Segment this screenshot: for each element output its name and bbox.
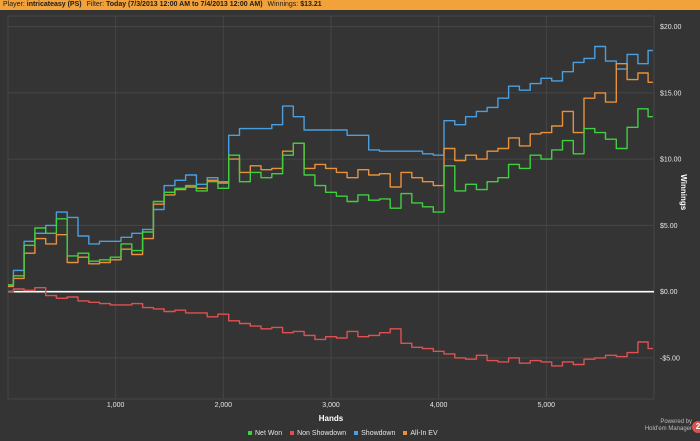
- player-value: intricateasy (PS): [26, 1, 82, 8]
- legend-item-showdown: Showdown: [354, 430, 395, 437]
- legend-label: Net Won: [255, 430, 283, 437]
- winnings-chart: 1,000 2,000 3,000 4,000 5,000 $20.00 $15.00 $1…: [7, 15, 688, 423]
- x-tick-label: 3,000: [322, 402, 340, 409]
- legend-item-all-in-ev: All-In EV: [403, 430, 438, 437]
- filter-label: Filter:: [86, 1, 105, 8]
- x-axis-title: Hands: [319, 414, 344, 423]
- winnings-value: $13.21: [300, 1, 322, 8]
- y-tick-label: $20.00: [660, 24, 682, 31]
- y-tick-label: $15.00: [660, 90, 682, 97]
- series-line-showdown: [8, 45, 653, 286]
- filter-value: Today (7/3/2013 12:00 AM to 7/4/2013 12:…: [106, 1, 263, 8]
- y-axis-ticks: $20.00 $15.00 $10.00 $5.00 $0.00 -$5.00: [660, 24, 682, 362]
- player-label: Player:: [3, 1, 25, 8]
- x-tick-label: 1,000: [107, 402, 125, 409]
- x-axis-ticks: 1,000 2,000 3,000 4,000 5,000: [107, 402, 555, 409]
- branding: Powered by Hold'em Manager 2: [644, 419, 700, 433]
- series-line-all-in-ev: [8, 63, 653, 288]
- product-name: Hold'em Manager: [644, 426, 692, 432]
- legend-label: All-In EV: [410, 430, 438, 437]
- series-line-non-showdown: [8, 287, 653, 367]
- winnings-label: Winnings:: [267, 1, 299, 8]
- legend-item-net-won: Net Won: [248, 430, 282, 437]
- holdem-manager-logo-icon: 2: [692, 421, 700, 433]
- y-tick-label: $5.00: [660, 223, 678, 230]
- legend-swatch: [403, 431, 408, 436]
- legend: Net Won Non Showdown Showdown All-In EV: [248, 430, 446, 437]
- series-line-net-won: [8, 108, 653, 286]
- x-tick-label: 2,000: [215, 402, 233, 409]
- y-tick-label: -$5.00: [660, 355, 680, 362]
- y-tick-label: $0.00: [660, 289, 678, 296]
- legend-swatch: [354, 431, 359, 436]
- y-tick-label: $10.00: [660, 157, 682, 164]
- legend-label: Showdown: [361, 430, 396, 437]
- y-axis-title: Winnings: [679, 174, 688, 210]
- legend-swatch: [290, 431, 295, 436]
- x-tick-label: 5,000: [538, 402, 556, 409]
- chart-grid: [7, 15, 655, 400]
- header-bar: Player: intricateasy (PS) Filter: Today …: [0, 0, 700, 10]
- x-tick-label: 4,000: [430, 402, 448, 409]
- legend-label: Non Showdown: [297, 430, 347, 437]
- powered-by-text: Powered by: [660, 419, 692, 425]
- series-layer: [8, 45, 653, 367]
- legend-swatch: [248, 431, 252, 436]
- legend-item-non-showdown: Non Showdown: [290, 430, 346, 437]
